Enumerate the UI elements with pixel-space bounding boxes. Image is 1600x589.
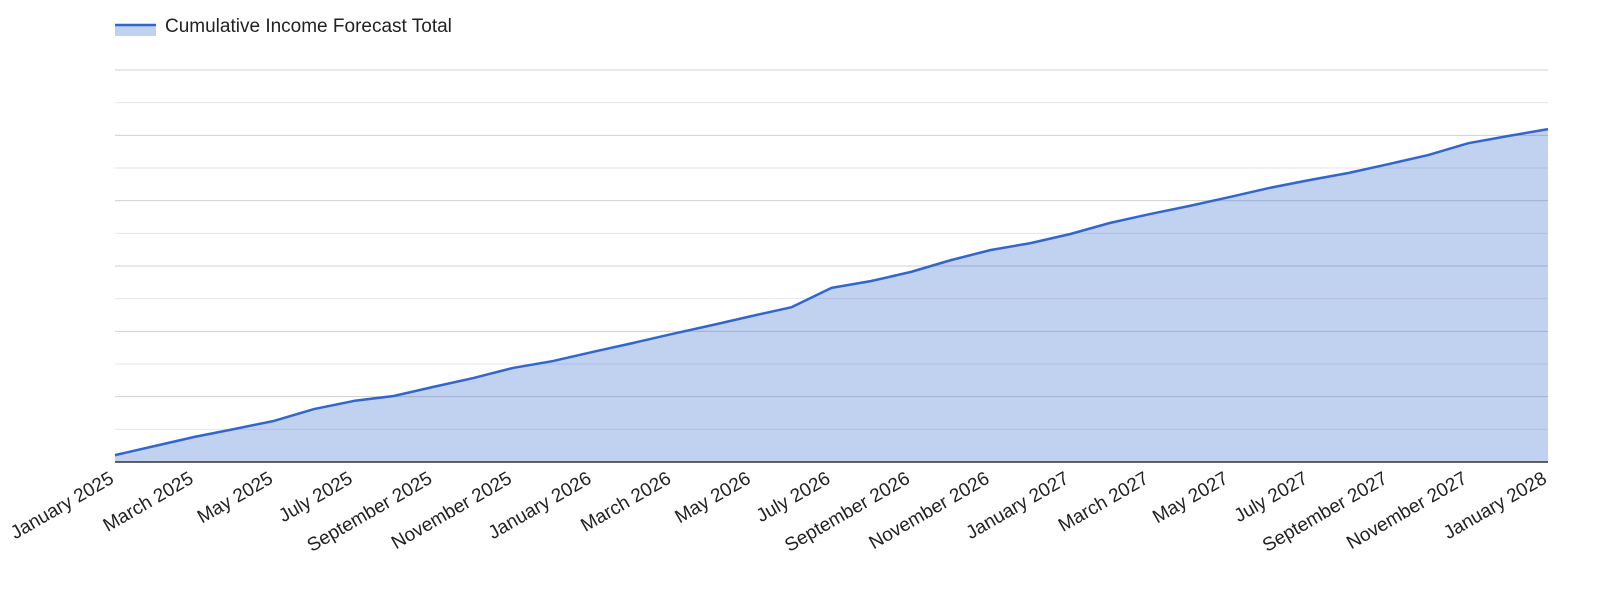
x-tick-label: May 2025	[194, 468, 277, 528]
area	[115, 129, 1548, 463]
x-tick-label: May 2026	[672, 468, 755, 528]
x-tick-label: May 2027	[1149, 468, 1232, 528]
legend-label: Cumulative Income Forecast Total	[165, 16, 452, 37]
x-tick-label: March 2027	[1055, 468, 1152, 536]
x-tick-label: January 2025	[7, 468, 117, 544]
legend-swatch	[115, 26, 156, 36]
line	[114, 127, 1549, 457]
x-tick-label: March 2025	[100, 468, 197, 536]
x-tick-label: March 2026	[577, 468, 674, 536]
